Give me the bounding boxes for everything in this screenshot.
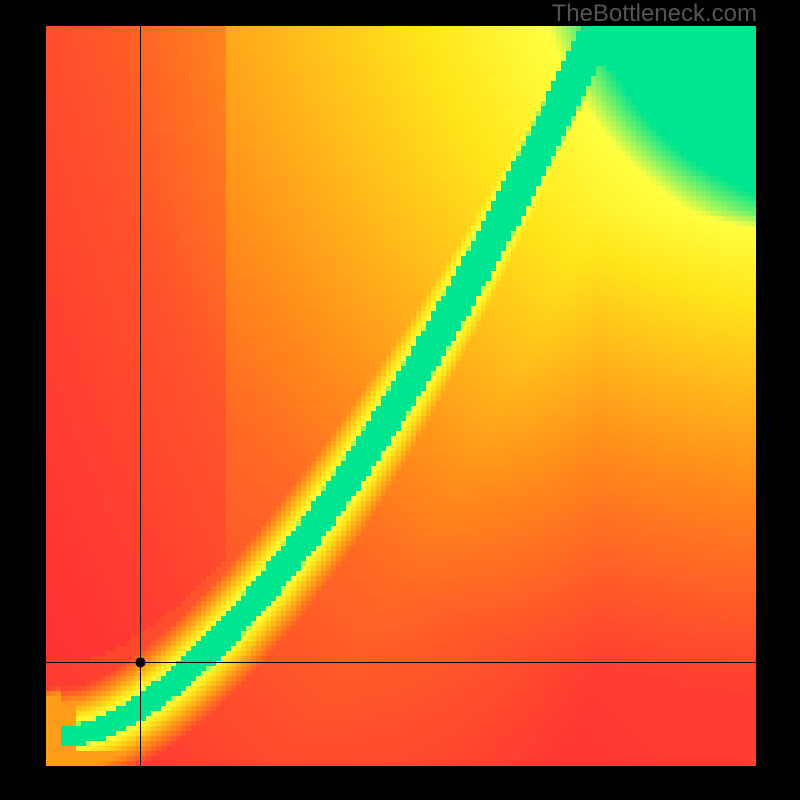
heatmap-canvas <box>0 0 800 800</box>
chart-container: TheBottleneck.com <box>0 0 800 800</box>
watermark-text: TheBottleneck.com <box>552 0 757 28</box>
